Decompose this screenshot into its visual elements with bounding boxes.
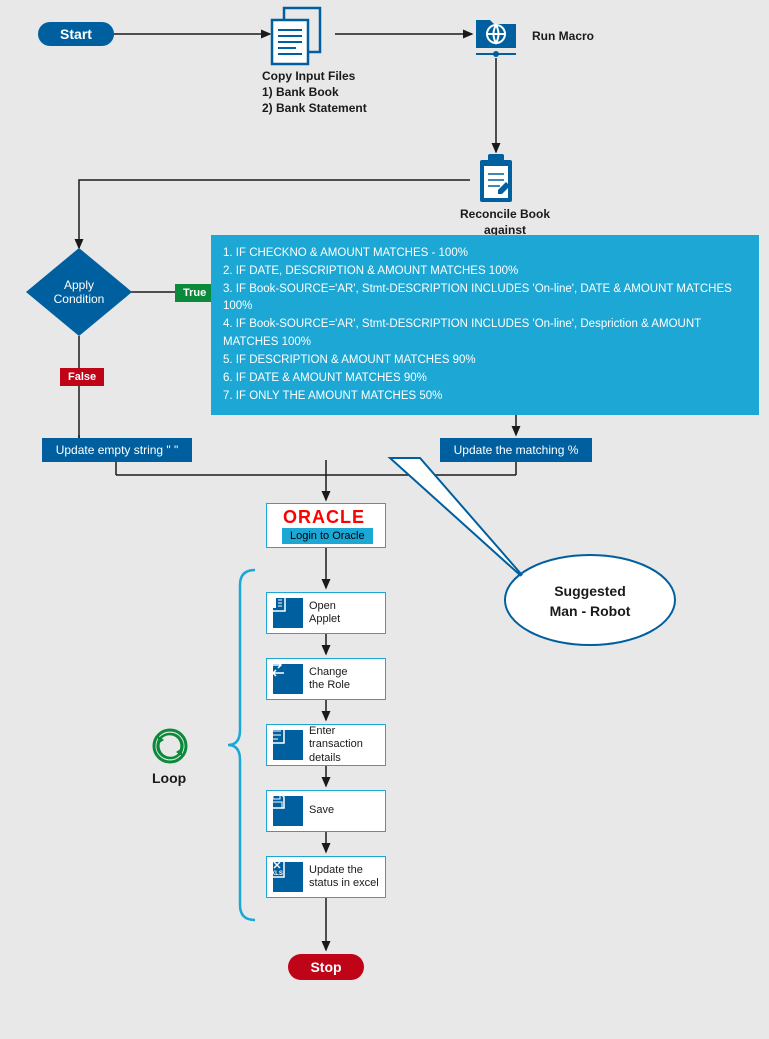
- cond-line: 1. IF CHECKNO & AMOUNT MATCHES - 100%: [223, 245, 747, 263]
- cond-line: 2. IF DATE, DESCRIPTION & AMOUNT MATCHES…: [223, 263, 747, 281]
- start-node: Start: [38, 22, 114, 46]
- callout-text: Suggested Man - Robot: [540, 582, 640, 621]
- run-macro-label: Run Macro: [532, 28, 594, 44]
- login-oracle-label: Login to Oracle: [282, 528, 373, 544]
- conditions-box: 1. IF CHECKNO & AMOUNT MATCHES - 100% 2.…: [211, 235, 759, 415]
- excel-icon: XLS: [273, 862, 303, 892]
- step-label: Save: [303, 804, 334, 817]
- oracle-logo: ORACLE: [283, 507, 365, 528]
- cond-line: 3. IF Book-SOURCE='AR', Stmt-DESCRIPTION…: [223, 281, 747, 317]
- loop-label: Loop: [152, 770, 186, 786]
- copy-input-label: Copy Input Files 1) Bank Book 2) Bank St…: [262, 68, 367, 117]
- update-empty-box: Update empty string " ": [42, 438, 192, 462]
- save-icon: [273, 796, 303, 826]
- step-label: Update the status in excel: [303, 864, 379, 890]
- stop-node: Stop: [288, 954, 364, 980]
- step-save: Save: [266, 790, 386, 832]
- step-change-role: Change the Role: [266, 658, 386, 700]
- applet-icon: [273, 598, 303, 628]
- svg-text:XLS: XLS: [271, 871, 283, 877]
- swap-icon: [273, 664, 303, 694]
- step-update-excel: XLS Update the status in excel: [266, 856, 386, 898]
- cond-line: 6. IF DATE & AMOUNT MATCHES 90%: [223, 370, 747, 388]
- form-icon: [273, 730, 303, 760]
- cond-line: 5. IF DESCRIPTION & AMOUNT MATCHES 90%: [223, 352, 747, 370]
- false-tag: False: [60, 368, 104, 386]
- step-enter-transaction: Enter transaction details: [266, 724, 386, 766]
- true-tag: True: [175, 284, 214, 302]
- step-open-applet: Open Applet: [266, 592, 386, 634]
- cond-line: 7. IF ONLY THE AMOUNT MATCHES 50%: [223, 388, 747, 406]
- step-label: Open Applet: [303, 600, 340, 626]
- apply-condition-text: Apply Condition: [39, 278, 119, 306]
- step-label: Change the Role: [303, 666, 350, 692]
- update-matching-box: Update the matching %: [440, 438, 592, 462]
- step-label: Enter transaction details: [303, 725, 363, 765]
- cond-line: 4. IF Book-SOURCE='AR', Stmt-DESCRIPTION…: [223, 316, 747, 352]
